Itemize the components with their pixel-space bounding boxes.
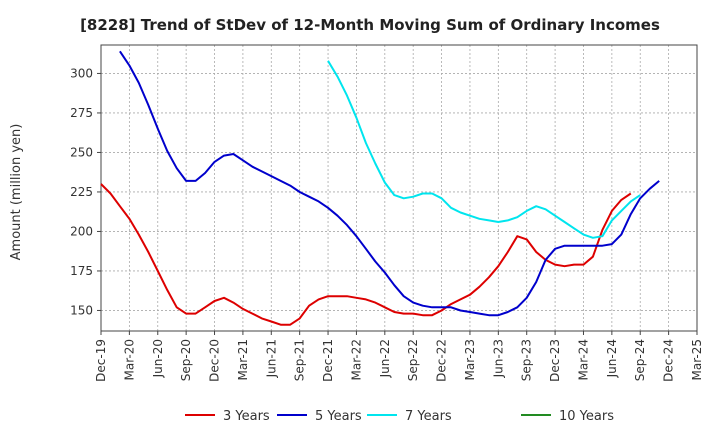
series-line-7-years — [327, 60, 641, 239]
x-tick-label: Sep-20 — [179, 339, 193, 381]
x-tick-label: Dec-22 — [435, 339, 449, 382]
x-tick-label: Sep-23 — [520, 339, 534, 381]
legend-label: 7 Years — [405, 409, 452, 424]
y-tick-label: 225 — [70, 185, 93, 199]
x-tick-label: Sep-21 — [293, 339, 307, 381]
chart-title: [8228] Trend of StDev of 12-Month Moving… — [80, 16, 660, 34]
x-tick-label: Dec-20 — [208, 339, 222, 382]
x-tick-label: Jun-21 — [264, 339, 278, 378]
legend-label: 10 Years — [559, 409, 614, 424]
x-tick-label: Mar-23 — [463, 339, 477, 380]
x-tick-label: Jun-22 — [378, 339, 392, 378]
axes: 150 175 200 225 250 275 300 Dec-19 Mar-20 Jun-20 S… — [70, 44, 704, 382]
x-tick-label: Jun-20 — [151, 339, 165, 378]
x-tick-label: Dec-21 — [321, 339, 335, 382]
x-tick-label: Mar-24 — [576, 339, 590, 380]
x-tick-label: Mar-25 — [690, 339, 704, 380]
x-tick-label: Dec-24 — [662, 339, 676, 382]
x-tick-label: Jun-23 — [491, 339, 505, 378]
legend-label: 5 Years — [315, 409, 362, 424]
x-tick-label: Mar-20 — [122, 339, 136, 380]
legend: 3 Years 5 Years 7 Years 10 Years — [185, 409, 614, 424]
series-line-5-years — [119, 50, 660, 317]
x-tick-label: Dec-23 — [548, 339, 562, 382]
x-tick-label: Mar-22 — [349, 339, 363, 380]
x-tick-label: Jun-24 — [605, 339, 619, 378]
y-tick-label: 175 — [70, 264, 93, 278]
y-tick-label: 150 — [70, 303, 93, 317]
x-tick-label: Mar-21 — [236, 339, 250, 380]
y-tick-label: 300 — [70, 66, 93, 80]
grid — [100, 45, 698, 331]
series-line-3-years — [100, 183, 632, 326]
y-tick-label: 275 — [70, 106, 93, 120]
y-tick-label: 200 — [70, 224, 93, 238]
x-tick-label: Sep-24 — [633, 339, 647, 381]
x-tick-label: Sep-22 — [406, 339, 420, 381]
plot-frame — [100, 44, 698, 332]
series-lines — [100, 50, 660, 326]
y-tick-label: 250 — [70, 145, 93, 159]
x-tick-label: Dec-19 — [94, 339, 108, 382]
y-axis-label: Amount (million yen) — [9, 124, 24, 261]
legend-label: 3 Years — [223, 409, 270, 424]
